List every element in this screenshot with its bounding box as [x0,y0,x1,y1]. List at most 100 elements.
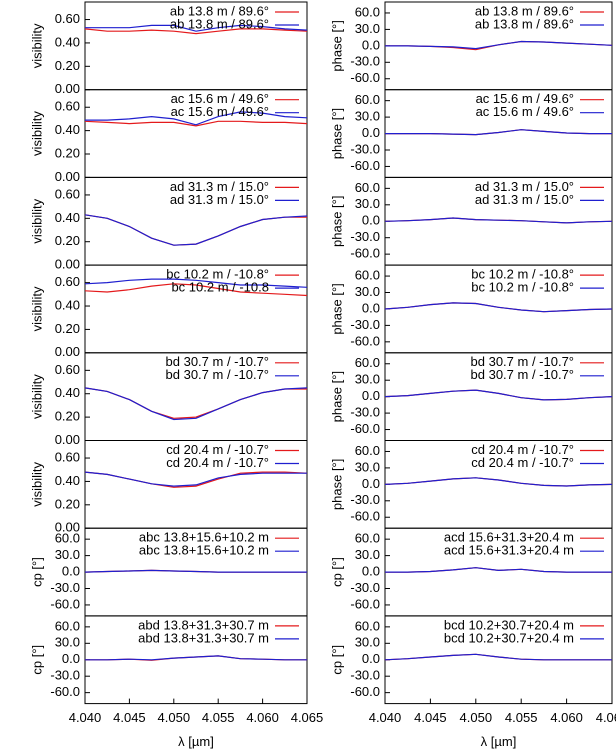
y-axis-label: phase [°] [329,459,344,510]
legend-label: bcd 10.2+30.7+20.4 m [444,617,574,632]
y-axis-label: visibility [29,23,44,68]
y-tick-label: -60.0 [350,596,380,611]
y-tick-label: 60.0 [355,268,380,283]
y-tick-label: 0.0 [362,651,380,666]
data-line [385,129,612,136]
y-axis-label: visibility [29,374,44,419]
legend-label: abd 13.8+31.3+30.7 m [138,630,269,645]
y-tick-label: 30.0 [55,635,80,650]
y-tick-label: 0.60 [55,11,80,26]
y-tick-label: 30.0 [355,284,380,299]
data-line [85,655,307,661]
y-tick-label: -30.0 [350,492,380,507]
data-line [84,387,307,419]
y-tick-label: -60.0 [350,158,380,173]
y-tick-label: 0.60 [55,449,80,464]
y-tick-label: -60.0 [50,684,80,699]
y-tick-label: 30.0 [55,547,80,562]
y-axis-label: phase [°] [329,283,344,334]
y-tick-label: 0.40 [55,385,80,400]
legend-label: bc 10.2 m / -10.8° [471,267,574,282]
y-tick-label: 30.0 [355,547,380,562]
y-tick-label: 0.0 [62,651,80,666]
x-tick-label: 4.065 [596,710,616,725]
data-line [84,120,308,127]
y-tick-label: 0.20 [55,409,80,424]
x-axis-label: λ [µm] [178,734,214,749]
y-tick-label: 30.0 [355,196,380,211]
y-axis-label: phase [°] [329,371,344,422]
y-tick-label: 0.0 [362,213,380,228]
y-tick-label: 30.0 [355,109,380,124]
legend-label: acd 15.6+31.3+20.4 m [444,543,574,558]
data-line [84,283,308,297]
y-axis-label: visibility [29,198,44,243]
data-line [84,214,307,246]
y-tick-label: 0.20 [55,496,80,511]
legend-label: bc 10.2 m / -10.8° [166,267,269,282]
y-tick-label: 0.0 [362,37,380,52]
x-tick-label: 4.040 [69,710,102,725]
y-tick-label: 0.40 [55,473,80,488]
data-line [85,111,308,126]
legend-label: ab 13.8 m / 89.6° [170,16,269,31]
y-tick-label: 0.20 [55,321,80,336]
data-line [385,40,613,50]
y-tick-label: 0.00 [55,520,80,535]
y-tick-label: 60.0 [355,443,380,458]
legend-label: ac 15.6 m / 49.6° [171,91,269,106]
legend-label: bcd 10.2+30.7+20.4 m [444,630,574,645]
data-line [384,653,612,661]
x-tick-label: 4.045 [414,710,447,725]
legend-label: ad 31.3 m / 15.0° [170,179,269,194]
legend-label: bd 30.7 m / -10.7° [166,354,269,369]
legend-label: abd 13.8+31.3+30.7 m [138,617,269,632]
y-tick-label: -30.0 [350,229,380,244]
legend-label: acd 15.6+31.3+20.4 m [444,530,574,545]
y-axis-label: cp [°] [29,557,44,587]
data-line [384,302,613,313]
y-axis-label: visibility [29,286,44,331]
y-tick-label: 30.0 [355,635,380,650]
y-axis-label: phase [°] [329,108,344,159]
x-tick-label: 4.040 [369,710,402,725]
legend-label: cd 20.4 m / -10.7° [166,442,269,457]
y-tick-label: 30.0 [355,372,380,387]
y-tick-label: 0.20 [55,58,80,73]
y-axis-label: cp [°] [329,645,344,675]
y-tick-label: 0.0 [362,300,380,315]
y-tick-label: -30.0 [350,580,380,595]
y-tick-label: 0.0 [362,125,380,140]
data-line [84,471,307,487]
x-tick-label: 4.055 [202,710,235,725]
legend-label: ac 15.6 m / 49.6° [476,104,574,119]
data-line [384,217,613,224]
legend-label: cd 20.4 m / -10.7° [471,442,574,457]
y-tick-label: 0.60 [55,274,80,289]
legend-label: bd 30.7 m / -10.7° [471,354,574,369]
y-tick-label: 0.60 [55,99,80,114]
y-tick-label: 0.0 [362,563,380,578]
y-tick-label: 0.40 [55,210,80,225]
data-line [384,477,613,487]
y-tick-label: 30.0 [355,21,380,36]
y-axis-label: phase [°] [329,20,344,71]
data-line [85,24,308,32]
y-tick-label: 0.20 [55,145,80,160]
y-tick-label: -30.0 [350,317,380,332]
legend-label: cd 20.4 m / -10.7° [166,455,269,470]
data-line [384,389,613,401]
y-tick-label: -60.0 [350,70,380,85]
y-axis-label: phase [°] [329,196,344,247]
data-line [84,387,308,421]
y-tick-label: 0.40 [55,34,80,49]
y-tick-label: -60.0 [350,333,380,348]
y-tick-label: 60.0 [355,531,380,546]
legend-label: bc 10.2 m / -10.8 [171,280,269,295]
x-tick-label: 4.050 [158,710,191,725]
y-tick-label: 0.00 [55,81,80,96]
y-tick-label: -30.0 [350,405,380,420]
legend-label: bd 30.7 m / -10.7° [471,367,574,382]
legend-label: cd 20.4 m / -10.7° [471,455,574,470]
